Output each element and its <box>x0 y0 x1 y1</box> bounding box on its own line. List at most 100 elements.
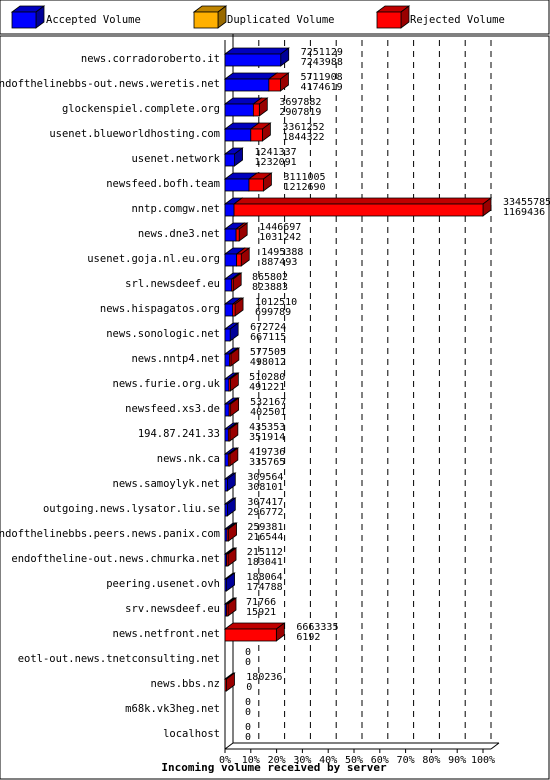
value-label-top: 435353 <box>249 422 285 433</box>
category-label: endofthelinebbs.peers.news.panix.com <box>0 528 220 540</box>
value-label-top: 5711908 <box>300 72 342 83</box>
value-label-top: 307417 <box>247 497 283 508</box>
x-axis-title: Incoming volume received by server <box>161 761 387 774</box>
x-tick-label: 50% <box>345 755 363 766</box>
value-label-bottom: 216544 <box>247 532 283 543</box>
legend-box <box>10 5 46 29</box>
bar-rejected <box>223 622 286 642</box>
bar-rejected <box>225 597 238 617</box>
x-tick-label: 70% <box>397 755 415 766</box>
bar-rejected <box>227 422 240 442</box>
category-labels: news.corradoroberto.it endofthelinebbs-ou… <box>0 53 221 740</box>
value-label-bottom: 1212690 <box>283 182 325 193</box>
bar-accepted <box>223 322 240 342</box>
category-label: news.netfront.net <box>113 628 220 640</box>
bar-accepted <box>223 472 237 492</box>
category-label: nntp.comgw.net <box>131 203 220 215</box>
category-label: localhost <box>163 728 220 740</box>
value-label-top: 33455785 <box>503 197 550 208</box>
value-label-bottom: 1169436 <box>503 207 545 218</box>
value-label-bottom: 1844322 <box>282 132 324 143</box>
x-tick-label: 10% <box>242 755 260 766</box>
value-label-top: 215112 <box>247 547 283 558</box>
bar-rejected <box>227 447 240 467</box>
category-label: news.samoylyk.net <box>113 478 220 490</box>
bar-rejected <box>225 522 238 542</box>
bar-rejected <box>231 297 245 317</box>
value-label-top: 259381 <box>247 522 283 533</box>
value-label-top: 3361252 <box>282 122 324 133</box>
category-label: endofthelinebbs-out.news.weretis.net <box>0 78 220 90</box>
bar-rejected <box>227 372 240 392</box>
value-label-top: 0 <box>245 647 251 658</box>
value-label-top: 1495388 <box>261 247 303 258</box>
bar-rejected <box>247 172 273 192</box>
bar-rejected <box>230 272 243 292</box>
value-label-top: 309564 <box>247 472 283 483</box>
value-label-bottom: 15921 <box>246 607 276 618</box>
bar-rejected <box>225 547 238 567</box>
category-label: newsfeed.bofh.team <box>106 178 220 190</box>
value-label-bottom: 183041 <box>247 557 283 568</box>
legend-swatch-rejected <box>375 5 411 29</box>
bar-rejected <box>234 222 249 242</box>
value-label-bottom: 823883 <box>252 282 288 293</box>
category-label: usenet.goja.nl.eu.org <box>87 253 220 265</box>
x-tick-label: 80% <box>422 755 440 766</box>
legend: Accepted Volume Duplicated Volume Reject… <box>0 0 550 35</box>
category-label: news.sonologic.net <box>106 328 220 340</box>
category-label: newsfeed.xs3.de <box>125 403 220 415</box>
value-label-bottom: 498012 <box>250 357 286 368</box>
value-label-top: 672724 <box>250 322 286 333</box>
value-label-top: 1241337 <box>255 147 297 158</box>
value-label-top: 1012510 <box>255 297 297 308</box>
category-label: eotl-out.news.tnetconsulting.net <box>18 653 220 665</box>
bar-rejected <box>249 122 272 142</box>
axis-corner-line <box>490 742 500 750</box>
value-label-bottom: 1031242 <box>259 232 301 243</box>
value-label-top: 419736 <box>249 447 285 458</box>
bar-rejected <box>227 397 240 417</box>
category-label: outgoing.news.lysator.liu.se <box>43 503 220 515</box>
legend-item-duplicated: Duplicated Volume <box>192 5 334 29</box>
category-label: srv.newsdeef.eu <box>125 603 220 615</box>
plot-frame <box>0 35 550 780</box>
category-label: usenet.network <box>131 153 220 165</box>
value-label-bottom: 402501 <box>250 407 286 418</box>
value-label-bottom: 7243988 <box>301 57 343 68</box>
category-label: news.furie.org.uk <box>113 378 221 390</box>
value-label-bottom: 0 <box>246 682 252 693</box>
value-label-top: 7251129 <box>301 47 343 58</box>
category-label: endoftheline-out.news.chmurka.net <box>11 553 220 565</box>
x-tick-label: 90% <box>448 755 466 766</box>
category-label: usenet.blueworldhosting.com <box>49 128 220 140</box>
category-label: news.nk.ca <box>157 453 220 465</box>
legend-swatch-duplicated <box>192 5 228 29</box>
category-label: news.hispagatos.org <box>100 303 220 315</box>
legend-label-rejected: Rejected Volume <box>410 14 505 26</box>
value-label-bottom: 2907819 <box>279 107 321 118</box>
x-tick-label: 100% <box>471 755 495 766</box>
value-label-top: 0 <box>245 697 251 708</box>
bar-accepted <box>223 147 244 167</box>
bar-accepted <box>223 572 236 592</box>
category-label: news.dne3.net <box>138 228 220 240</box>
value-label-top: 188064 <box>247 572 283 583</box>
value-label-bottom: 0 <box>245 732 251 743</box>
axis-corner-line <box>224 742 234 750</box>
x-tick-label: 30% <box>293 755 311 766</box>
value-label-top: 3111005 <box>283 172 325 183</box>
value-label-bottom: 491221 <box>249 382 285 393</box>
value-label-top: 865802 <box>252 272 288 283</box>
value-label-bottom: 667115 <box>250 332 286 343</box>
value-label-top: 532167 <box>250 397 286 408</box>
value-label-bottom: 4174619 <box>300 82 342 93</box>
value-label-bottom: 6192 <box>296 632 320 643</box>
bar-accepted <box>223 47 290 67</box>
category-label: 194.87.241.33 <box>138 428 220 440</box>
category-label: peering.usenet.ovh <box>106 578 220 590</box>
bar-rejected <box>223 672 236 692</box>
x-tick-label: 60% <box>371 755 389 766</box>
